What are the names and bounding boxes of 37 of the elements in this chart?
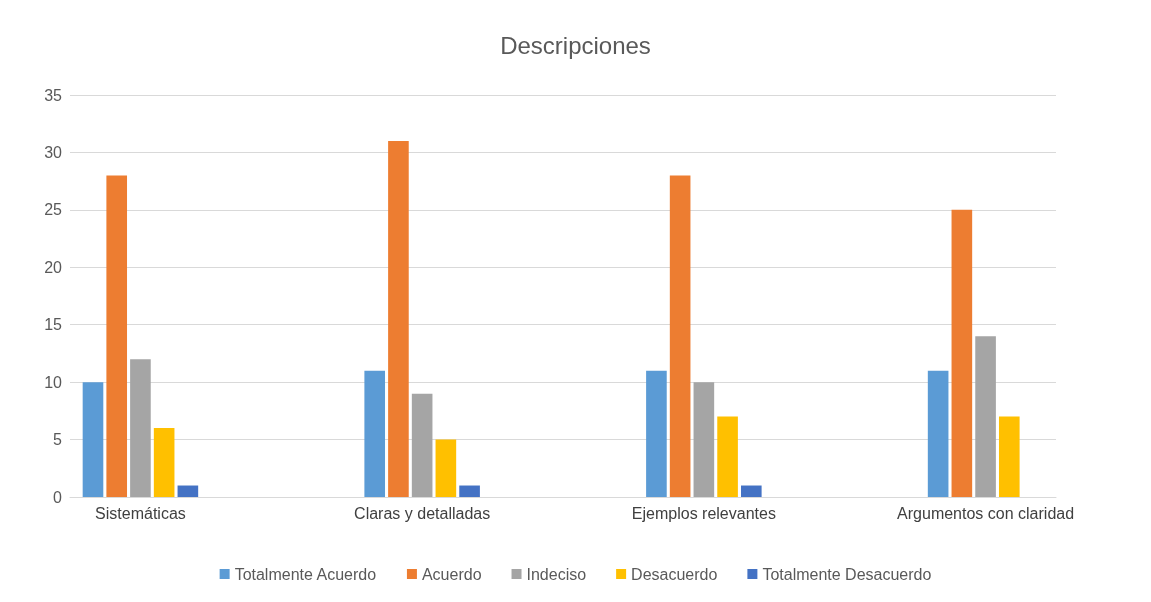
bar [388, 140, 409, 497]
bar [459, 485, 480, 497]
x-tick-label: Argumentos con claridad [897, 504, 1075, 522]
bar [364, 370, 386, 497]
bar [998, 416, 1020, 497]
legend-label: Acuerdo [421, 565, 482, 583]
x-tick-label: Ejemplos relevantes [631, 504, 776, 522]
bar [927, 370, 949, 497]
bar [951, 209, 973, 497]
bar [975, 336, 996, 497]
x-tick-label: Claras y detalladas [354, 504, 491, 522]
y-tick-label: 5 [53, 431, 63, 449]
bar [693, 382, 715, 497]
bar [740, 485, 762, 497]
bar [411, 393, 433, 497]
legend-label: Totalmente Desacuerdo [762, 565, 932, 583]
bar [646, 370, 667, 497]
y-tick-label: 0 [53, 488, 63, 506]
bar [153, 428, 175, 497]
legend-label: Indeciso [526, 565, 587, 583]
y-tick-label: 10 [44, 373, 63, 391]
y-tick-label: 30 [44, 143, 63, 161]
bar [717, 416, 738, 497]
legend-label: Totalmente Acuerdo [234, 565, 377, 583]
x-tick-label: Sistemáticas [95, 504, 186, 522]
bar [177, 485, 199, 497]
y-tick-label: 35 [44, 86, 63, 104]
bar [669, 175, 691, 497]
bar [435, 439, 457, 497]
bar [82, 382, 104, 497]
legend-label: Desacuerdo [631, 565, 718, 583]
y-tick-label: 20 [44, 258, 63, 276]
y-tick-label: 15 [44, 316, 63, 334]
y-tick-label: 25 [44, 201, 63, 219]
bar [106, 175, 128, 497]
chart-title: Descripciones [500, 31, 651, 59]
bar [130, 359, 151, 497]
